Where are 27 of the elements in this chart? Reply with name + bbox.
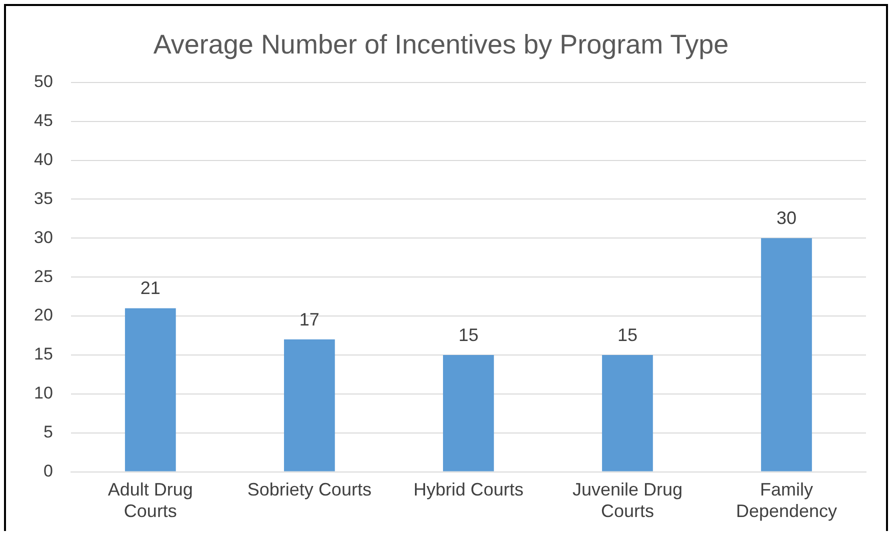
bar (443, 354, 494, 472)
y-tick-label: 15 (34, 344, 53, 364)
data-label: 17 (299, 309, 320, 330)
bar (284, 339, 335, 472)
x-tick-label: Sobriety Courts (247, 480, 372, 500)
data-label: 30 (776, 208, 797, 228)
x-tick-label: Family Dependency (736, 480, 838, 522)
y-tick-label: 0 (43, 461, 53, 480)
y-tick-label: 25 (34, 266, 53, 286)
bar (761, 238, 812, 472)
data-label: 21 (140, 278, 160, 298)
chart-title: Average Number of Incentives by Program Type (153, 30, 729, 60)
y-tick-label: 40 (34, 150, 53, 169)
y-tick-label: 35 (34, 188, 53, 208)
x-tick-label: Juvenile Drug Courts (572, 480, 683, 522)
y-tick-label: 45 (34, 111, 53, 130)
y-tick-label: 5 (43, 422, 53, 442)
y-tick-label: 50 (34, 72, 53, 92)
x-tick-label: Adult Drug Courts (108, 480, 193, 522)
data-label: 15 (617, 324, 638, 345)
x-tick-label: Hybrid Courts (413, 480, 524, 500)
y-tick-label: 30 (34, 228, 53, 247)
y-tick-label: 20 (34, 306, 53, 325)
bar (124, 308, 176, 472)
bar (602, 354, 653, 472)
data-label: 15 (458, 324, 478, 345)
y-tick-label: 10 (34, 384, 53, 403)
